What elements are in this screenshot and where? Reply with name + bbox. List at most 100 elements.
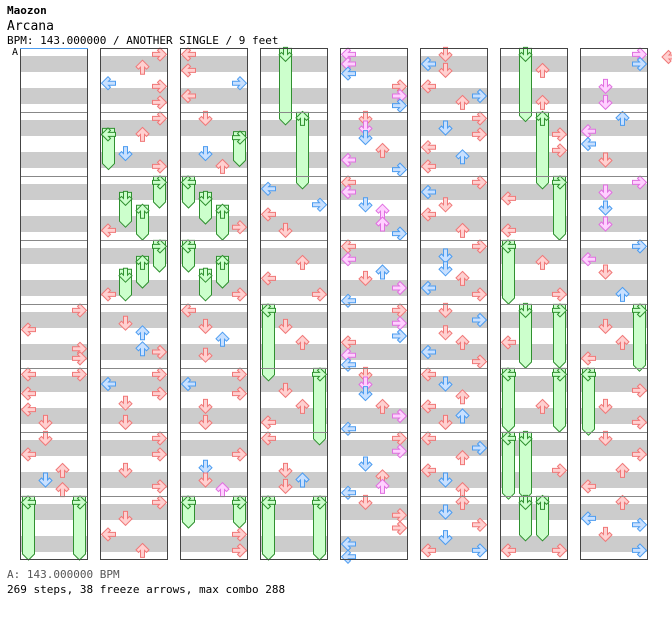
stripe-band <box>340 536 408 552</box>
step-arrow <box>500 335 516 350</box>
step-arrow <box>100 376 116 392</box>
step-arrow <box>278 478 293 495</box>
step-arrow <box>598 526 613 543</box>
stripe-band <box>340 408 408 424</box>
step-arrow <box>180 63 196 78</box>
step-arrow <box>152 95 168 110</box>
step-arrow <box>260 271 276 286</box>
stripe-band <box>100 120 168 136</box>
step-arrow <box>72 351 88 366</box>
step-arrow <box>438 261 453 277</box>
step-arrow <box>55 462 70 478</box>
step-arrow <box>580 136 596 152</box>
step-arrow <box>455 94 470 110</box>
freeze-head-arrow <box>152 239 168 254</box>
stripe-band <box>260 152 328 168</box>
step-arrow <box>438 376 453 392</box>
stripe-band <box>340 472 408 488</box>
step-arrow <box>340 536 356 552</box>
step-arrow <box>598 184 613 200</box>
freeze-head-arrow <box>215 203 230 219</box>
step-arrow <box>420 367 436 382</box>
step-arrow <box>100 527 116 542</box>
freeze-head-arrow <box>552 175 568 190</box>
step-arrow <box>472 312 488 328</box>
stripe-band <box>260 472 328 488</box>
freeze-head-arrow <box>152 175 168 190</box>
stripe-band <box>260 88 328 104</box>
song-title: Arcana <box>7 19 54 34</box>
step-arrow <box>278 222 293 239</box>
step-arrow <box>72 367 88 382</box>
step-arrow <box>598 318 613 335</box>
step-arrow <box>118 462 133 479</box>
freeze-head-arrow <box>500 239 516 254</box>
step-arrow <box>340 485 356 501</box>
stripe-band <box>20 440 88 456</box>
freeze-head-arrow <box>198 190 213 207</box>
step-arrow <box>152 447 168 462</box>
step-arrow <box>20 402 36 417</box>
step-arrow <box>438 530 453 546</box>
step-arrow <box>232 543 248 558</box>
stripe-band <box>260 248 328 264</box>
step-arrow <box>198 472 213 488</box>
step-arrow <box>135 59 150 75</box>
stripe-band <box>500 216 568 232</box>
step-arrow <box>500 223 516 238</box>
column-frame <box>100 48 168 560</box>
step-arrow <box>375 398 390 414</box>
step-arrow <box>598 152 613 168</box>
step-arrow <box>340 549 356 565</box>
stripe-band <box>180 440 248 456</box>
step-arrow <box>260 431 276 446</box>
step-arrow <box>552 543 568 558</box>
step-arrow <box>295 398 310 414</box>
stripe-band <box>20 504 88 520</box>
step-arrow <box>358 120 373 136</box>
stripe-band <box>100 184 168 200</box>
stripe-band <box>100 152 168 168</box>
step-arrows <box>20 46 648 565</box>
stripe-band <box>20 120 88 136</box>
stripe-band <box>340 280 408 296</box>
step-arrow <box>340 184 356 200</box>
stripe-band <box>100 440 168 456</box>
overflow-arrow <box>661 49 672 65</box>
step-arrow <box>152 79 168 94</box>
stripe-band <box>340 504 408 520</box>
step-arrow <box>632 56 648 72</box>
step-arrow <box>455 389 470 405</box>
step-arrow <box>455 270 470 286</box>
step-arrow <box>632 517 648 533</box>
stripe-band <box>580 504 648 520</box>
step-arrow <box>472 88 488 104</box>
step-arrow <box>312 197 328 213</box>
stripe-band <box>260 536 328 552</box>
stripe-band <box>580 152 648 168</box>
step-arrow <box>232 219 248 235</box>
freeze-head-arrow <box>518 494 533 511</box>
stripe-band <box>420 408 488 424</box>
stripe-band <box>20 152 88 168</box>
step-arrow <box>615 334 630 350</box>
step-arrow <box>615 462 630 478</box>
step-arrow <box>420 79 436 94</box>
step-arrow <box>135 325 150 341</box>
stripe-band <box>260 504 328 520</box>
step-arrow <box>438 302 453 319</box>
stripe-band <box>20 248 88 264</box>
step-arrow <box>500 543 516 558</box>
step-arrow <box>180 88 196 104</box>
freeze-head-arrow <box>552 367 568 382</box>
step-arrow <box>100 223 116 238</box>
step-arrow <box>198 398 213 415</box>
step-arrow <box>392 162 408 177</box>
freeze-head-arrow <box>180 175 196 190</box>
step-arrow <box>438 120 453 136</box>
step-arrow <box>598 94 613 111</box>
stripe-band <box>500 376 568 392</box>
stripe-band <box>100 280 168 296</box>
column-frame <box>180 48 248 560</box>
stripe-band <box>580 248 648 264</box>
